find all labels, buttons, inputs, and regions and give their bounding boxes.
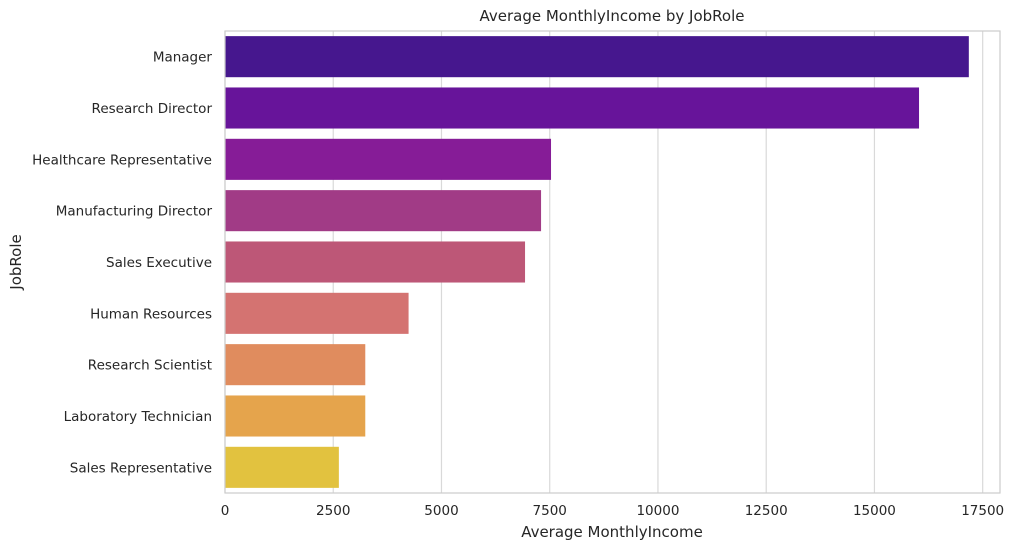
y-axis-ticks: Manager Research Director Healthcare Repre… <box>32 50 212 477</box>
bar <box>225 138 552 180</box>
chart-title: Average MonthlyIncome by JobRole <box>480 7 745 25</box>
y-tick-label: Research Scientist <box>88 358 212 374</box>
bar <box>225 190 542 232</box>
x-tick-label: 10000 <box>636 503 679 519</box>
y-tick-label: Sales Representative <box>70 460 212 476</box>
y-tick-label: Manufacturing Director <box>56 204 213 220</box>
x-tick-label: 17500 <box>961 503 1004 519</box>
y-tick-label: Laboratory Technician <box>64 409 212 425</box>
x-axis-ticks: 0 2500 5000 7500 10000 12500 15000 17500 <box>221 503 1004 519</box>
x-tick-label: 15000 <box>853 503 896 519</box>
y-tick-label: Healthcare Representative <box>32 152 212 168</box>
x-tick-label: 0 <box>221 503 230 519</box>
y-tick-label: Sales Executive <box>106 255 212 271</box>
x-tick-label: 2500 <box>316 503 350 519</box>
bar <box>225 395 366 437</box>
y-axis-label: JobRole <box>7 234 25 290</box>
y-tick-label: Human Resources <box>90 306 212 322</box>
x-tick-label: 7500 <box>533 503 567 519</box>
plot-frame <box>224 30 1001 494</box>
x-tick-label: 5000 <box>424 503 458 519</box>
y-tick-label: Manager <box>153 50 213 66</box>
bar <box>225 344 366 386</box>
y-tick-label: Research Director <box>92 101 213 117</box>
plot-border <box>224 30 1001 494</box>
bar <box>225 446 339 488</box>
x-tick-label: 12500 <box>745 503 788 519</box>
bar <box>225 36 969 78</box>
bar <box>225 241 526 283</box>
bar <box>225 87 920 129</box>
bar <box>225 292 409 334</box>
x-axis-label: Average MonthlyIncome <box>521 523 703 541</box>
bars <box>225 36 969 488</box>
